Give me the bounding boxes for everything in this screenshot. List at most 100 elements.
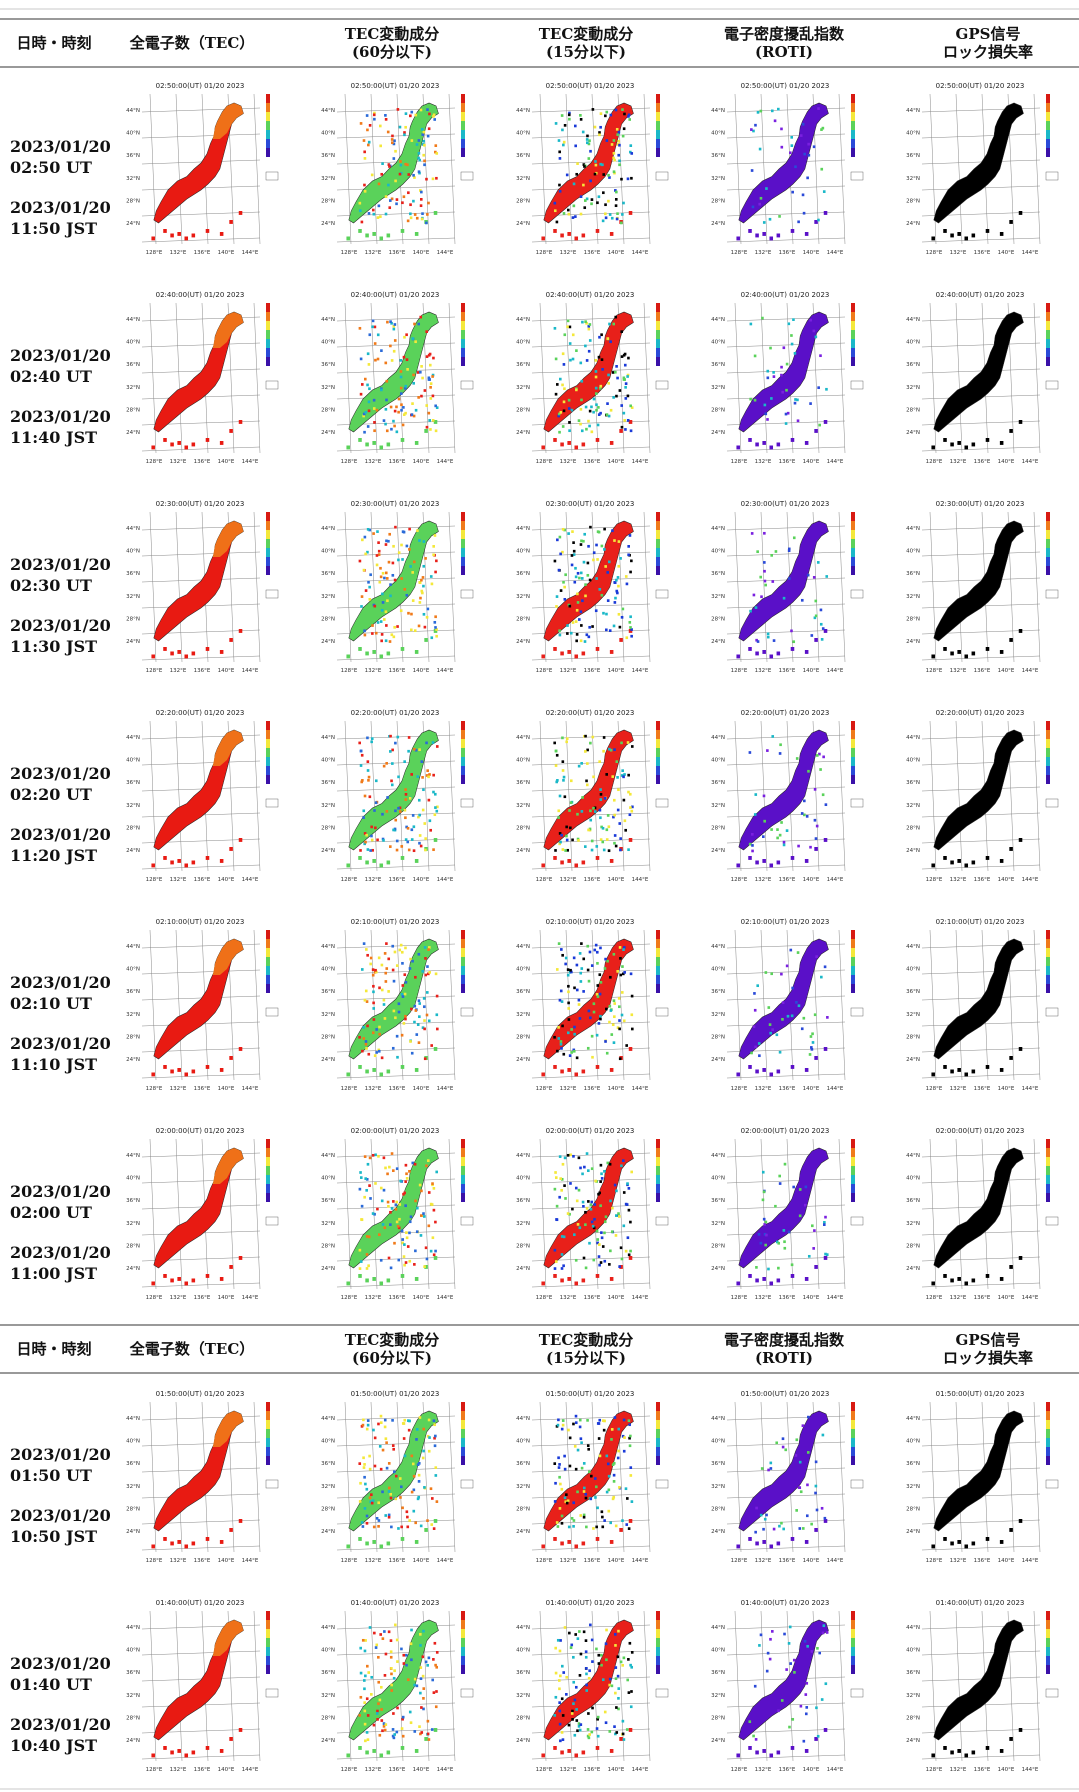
lat-tick-label: 24°N bbox=[126, 1266, 140, 1272]
ut-date: 2023/01/20 bbox=[10, 137, 111, 156]
lon-tick-label: 140°E bbox=[413, 1295, 430, 1301]
map-roti: 02:10:00(UT) 01/20 2023 44°N 40°N 36°N 32°N 2… bbox=[705, 916, 873, 1112]
colorbar bbox=[265, 1402, 279, 1489]
lon-tick-label: 140°E bbox=[998, 1558, 1015, 1564]
lon-tick-label: 136°E bbox=[974, 1295, 991, 1301]
lon-tick-label: 132°E bbox=[560, 250, 577, 256]
colorbar bbox=[265, 94, 279, 181]
map-title: 02:10:00(UT) 01/20 2023 bbox=[351, 918, 440, 926]
lon-tick-label: 136°E bbox=[584, 1086, 601, 1092]
table-row: 2023/01/20 02:40 UT 2023/01/20 11:40 JST 02:… bbox=[0, 289, 1079, 479]
lon-tick-label: 132°E bbox=[950, 1767, 967, 1773]
map-title: 02:40:00(UT) 01/20 2023 bbox=[741, 291, 830, 299]
lat-tick-label: 44°N bbox=[711, 735, 725, 741]
lat-tick-label: 32°N bbox=[321, 594, 335, 600]
lon-tick-label: 132°E bbox=[170, 668, 187, 674]
lon-tick-label: 128°E bbox=[146, 668, 163, 674]
lon-tick-label: 144°E bbox=[242, 1086, 259, 1092]
map-title: 02:20:00(UT) 01/20 2023 bbox=[936, 709, 1025, 717]
lat-tick-label: 36°N bbox=[711, 571, 725, 577]
lon-tick-label: 136°E bbox=[584, 1295, 601, 1301]
bottom-divider bbox=[0, 1788, 1079, 1790]
lat-tick-label: 36°N bbox=[516, 153, 530, 159]
colorbar bbox=[265, 930, 279, 1017]
lon-tick-label: 140°E bbox=[218, 459, 235, 465]
table-row: 2023/01/20 01:40 UT 2023/01/20 10:40 JST 01:… bbox=[0, 1597, 1079, 1787]
col-header-loss: GPS信号 ロック損失率 bbox=[942, 25, 1033, 61]
lat-tick-label: 28°N bbox=[906, 1506, 920, 1512]
lat-tick-label: 28°N bbox=[321, 407, 335, 413]
colorbar bbox=[1045, 1611, 1059, 1698]
lon-tick-label: 136°E bbox=[779, 459, 796, 465]
japan-region bbox=[738, 311, 829, 433]
ut-date: 2023/01/20 bbox=[10, 973, 111, 992]
lat-tick-label: 36°N bbox=[906, 1461, 920, 1467]
colorbar bbox=[460, 303, 474, 390]
lat-tick-label: 28°N bbox=[516, 1715, 530, 1721]
lat-tick-label: 32°N bbox=[906, 803, 920, 809]
lon-tick-label: 136°E bbox=[389, 1295, 406, 1301]
colorbar bbox=[460, 94, 474, 181]
lat-tick-label: 36°N bbox=[126, 571, 140, 577]
col-header-roti: 電子密度擾乱指数 (ROTI) bbox=[723, 25, 844, 61]
map-title: 01:40:00(UT) 01/20 2023 bbox=[351, 1599, 440, 1607]
lat-tick-label: 44°N bbox=[711, 1416, 725, 1422]
lat-tick-label: 36°N bbox=[516, 1461, 530, 1467]
lat-tick-label: 44°N bbox=[321, 317, 335, 323]
map-roti: 01:40:00(UT) 01/20 2023 44°N 40°N 36°N 32°N 2… bbox=[705, 1597, 873, 1792]
lon-tick-label: 128°E bbox=[341, 1558, 358, 1564]
lat-tick-label: 40°N bbox=[906, 131, 920, 137]
lon-tick-label: 140°E bbox=[218, 1558, 235, 1564]
lat-tick-label: 24°N bbox=[321, 1738, 335, 1744]
lon-tick-label: 128°E bbox=[536, 1558, 553, 1564]
table-row: 2023/01/20 02:50 UT 2023/01/20 11:50 JST 02:… bbox=[0, 80, 1079, 270]
lon-tick-label: 144°E bbox=[437, 459, 454, 465]
lon-tick-label: 144°E bbox=[827, 1767, 844, 1773]
lat-tick-label: 36°N bbox=[711, 153, 725, 159]
lat-tick-label: 24°N bbox=[126, 1529, 140, 1535]
lon-tick-label: 132°E bbox=[170, 1086, 187, 1092]
japan-region bbox=[933, 102, 1024, 224]
colorbar bbox=[1045, 303, 1059, 390]
lat-tick-label: 28°N bbox=[321, 616, 335, 622]
lon-tick-label: 132°E bbox=[560, 668, 577, 674]
lat-tick-label: 32°N bbox=[126, 1221, 140, 1227]
lon-tick-label: 140°E bbox=[218, 877, 235, 883]
lon-tick-label: 128°E bbox=[926, 1295, 943, 1301]
lon-tick-label: 144°E bbox=[827, 250, 844, 256]
lon-tick-label: 140°E bbox=[413, 459, 430, 465]
lat-tick-label: 36°N bbox=[711, 362, 725, 368]
lon-tick-label: 140°E bbox=[608, 1295, 625, 1301]
lat-tick-label: 32°N bbox=[516, 1693, 530, 1699]
lat-tick-label: 44°N bbox=[516, 317, 530, 323]
lon-tick-label: 144°E bbox=[1022, 1558, 1039, 1564]
lon-tick-label: 128°E bbox=[146, 1558, 163, 1564]
lon-tick-label: 144°E bbox=[1022, 877, 1039, 883]
lat-tick-label: 44°N bbox=[516, 1625, 530, 1631]
jst-date: 2023/01/20 bbox=[10, 1506, 111, 1525]
map-title: 01:50:00(UT) 01/20 2023 bbox=[936, 1390, 1025, 1398]
colorbar bbox=[460, 1611, 474, 1698]
lat-tick-label: 44°N bbox=[126, 1416, 140, 1422]
lon-tick-label: 136°E bbox=[584, 250, 601, 256]
map-title: 01:40:00(UT) 01/20 2023 bbox=[156, 1599, 245, 1607]
lon-tick-label: 140°E bbox=[803, 668, 820, 674]
colorbar bbox=[850, 303, 864, 390]
lat-tick-label: 44°N bbox=[321, 944, 335, 950]
map-dtec15: 01:50:00(UT) 01/20 2023 44°N 40°N 36°N 32°N 2… bbox=[510, 1388, 678, 1584]
lon-tick-label: 144°E bbox=[242, 250, 259, 256]
colorbar bbox=[655, 94, 669, 181]
lat-tick-label: 40°N bbox=[711, 758, 725, 764]
lon-tick-label: 144°E bbox=[827, 1558, 844, 1564]
japan-region bbox=[738, 1619, 829, 1741]
map-tec: 01:40:00(UT) 01/20 2023 44°N 40°N 36°N 32°N 2… bbox=[120, 1597, 288, 1792]
jst-date: 2023/01/20 bbox=[10, 198, 111, 217]
lon-tick-label: 144°E bbox=[632, 1767, 649, 1773]
lon-tick-label: 128°E bbox=[341, 1295, 358, 1301]
lon-tick-label: 144°E bbox=[437, 1558, 454, 1564]
lat-tick-label: 36°N bbox=[321, 153, 335, 159]
lat-tick-label: 24°N bbox=[516, 1738, 530, 1744]
lat-tick-label: 28°N bbox=[126, 1506, 140, 1512]
lon-tick-label: 132°E bbox=[365, 1295, 382, 1301]
lon-tick-label: 144°E bbox=[827, 1086, 844, 1092]
